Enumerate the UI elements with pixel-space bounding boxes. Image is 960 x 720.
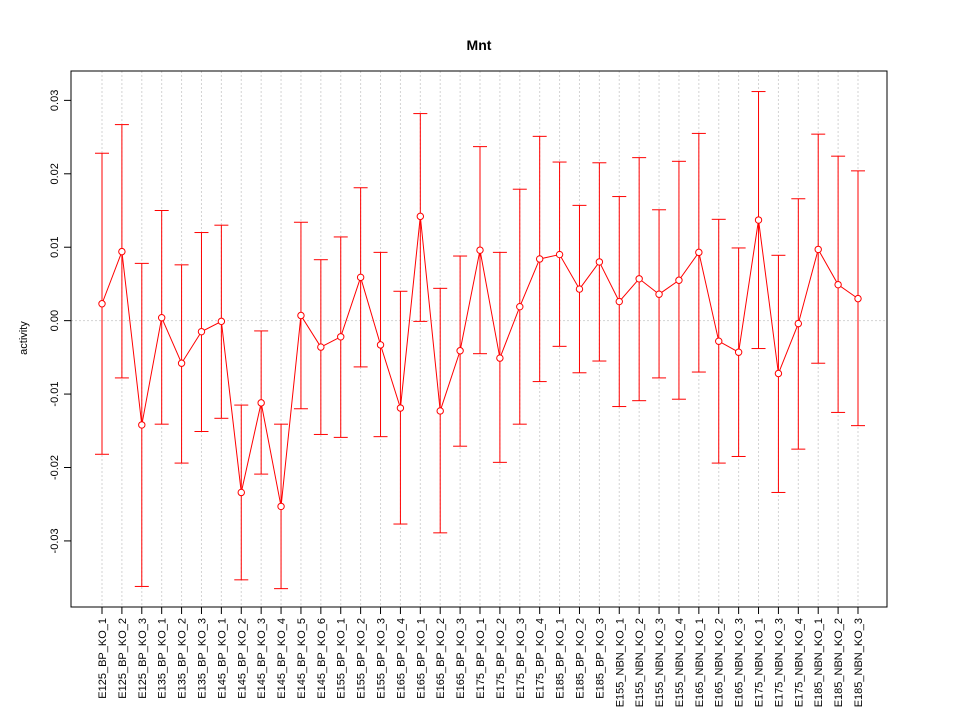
data-point — [535, 255, 544, 263]
data-point — [715, 337, 723, 345]
x-tick-label: E135_BP_KO_1 — [157, 618, 169, 699]
data-point — [516, 302, 524, 311]
y-axis-label: activity — [18, 321, 30, 355]
x-tick-label: E165_NBN_KO_3 — [734, 618, 746, 707]
y-tick-label: 0.02 — [49, 163, 61, 184]
data-point — [595, 258, 604, 266]
x-tick-label: E155_NBN_KO_1 — [614, 618, 626, 707]
y-tick-label: -0.03 — [49, 528, 61, 553]
data-point — [157, 314, 166, 322]
x-tick-label: E145_BP_KO_5 — [296, 618, 308, 699]
data-point — [177, 359, 186, 367]
data-point — [297, 311, 305, 320]
data-point — [814, 245, 822, 254]
data-point — [376, 341, 385, 349]
y-tick-label: 0.01 — [49, 237, 61, 258]
x-tick-label: E145_BP_KO_1 — [216, 618, 228, 699]
grid-lines — [71, 71, 887, 607]
x-tick-label: E175_BP_KO_4 — [535, 618, 547, 699]
data-point — [98, 300, 106, 308]
y-axis: -0.03 -0.02 -0.01 0.00 0.01 0.02 0.03 — [49, 90, 71, 553]
data-point — [456, 347, 464, 355]
data-point — [635, 275, 643, 283]
data-point — [416, 212, 425, 221]
data-point — [496, 354, 504, 362]
x-tick-label: E155_NBN_KO_4 — [674, 618, 686, 707]
x-tick-label: E145_BP_KO_3 — [256, 618, 268, 699]
data-point — [118, 247, 126, 256]
data-point — [257, 399, 265, 407]
x-tick-label: E165_NBN_KO_2 — [714, 618, 726, 707]
x-tick-label: E185_BP_KO_2 — [574, 618, 586, 699]
data-point — [138, 421, 146, 429]
data-points — [98, 212, 862, 511]
x-tick-label: E155_NBN_KO_2 — [634, 618, 646, 707]
data-point — [277, 502, 285, 511]
x-tick-label: E175_NBN_KO_1 — [754, 618, 766, 707]
x-tick-label: E185_BP_KO_3 — [594, 618, 606, 699]
data-point — [615, 297, 623, 306]
x-tick-label: E185_NBN_KO_2 — [833, 618, 845, 707]
x-axis-ticks: E125_BP_KO_1 E125_BP_KO_2 E125_BP_KO_3 E135… — [97, 607, 865, 707]
data-point — [754, 216, 763, 224]
x-tick-label: E135_BP_KO_3 — [196, 618, 208, 699]
data-point — [655, 290, 663, 298]
x-tick-label: E175_NBN_KO_4 — [793, 618, 805, 707]
data-point — [396, 404, 405, 412]
x-tick-label: E175_BP_KO_3 — [515, 618, 527, 699]
x-tick-label: E165_BP_KO_2 — [435, 618, 447, 699]
data-point — [774, 369, 783, 378]
x-tick-label: E145_BP_KO_2 — [236, 618, 248, 699]
data-point — [675, 276, 683, 284]
data-point — [217, 317, 226, 326]
data-point — [237, 488, 245, 497]
error-bars — [95, 91, 865, 590]
data-point — [854, 294, 862, 303]
data-point — [555, 250, 564, 259]
y-tick-label: 0.03 — [49, 90, 61, 111]
data-point — [337, 333, 345, 341]
x-tick-label: E165_BP_KO_4 — [395, 618, 407, 699]
x-tick-label: E165_NBN_KO_1 — [694, 618, 706, 707]
x-tick-label: E185_NBN_KO_3 — [853, 618, 865, 707]
x-tick-label: E125_BP_KO_1 — [97, 618, 109, 699]
data-point — [197, 327, 206, 336]
x-tick-label: E185_BP_KO_1 — [555, 618, 567, 699]
x-tick-label: E145_BP_KO_6 — [316, 618, 328, 699]
x-tick-label: E175_BP_KO_2 — [495, 618, 507, 699]
x-tick-label: E175_NBN_KO_3 — [773, 618, 785, 707]
x-tick-label: E135_BP_KO_2 — [177, 618, 189, 699]
x-tick-label: E155_BP_KO_1 — [336, 618, 348, 699]
plot-frame — [70, 70, 888, 608]
data-point — [356, 273, 365, 282]
data-point — [436, 407, 444, 415]
x-tick-label: E175_BP_KO_1 — [475, 618, 487, 699]
chart-title: Mnt — [467, 37, 492, 53]
x-tick-label: E155_NBN_KO_3 — [654, 618, 666, 707]
x-tick-label: E165_BP_KO_1 — [415, 618, 427, 699]
x-tick-label: E155_BP_KO_3 — [376, 618, 388, 699]
data-point — [834, 280, 842, 289]
data-point — [476, 246, 484, 254]
x-tick-label: E155_BP_KO_2 — [356, 618, 368, 699]
data-point — [695, 248, 703, 257]
y-tick-label: 0.00 — [49, 310, 61, 331]
x-tick-label: E125_BP_KO_2 — [117, 618, 129, 699]
y-tick-label: -0.01 — [49, 382, 61, 407]
x-tick-label: E165_BP_KO_3 — [455, 618, 467, 699]
x-tick-label: E125_BP_KO_3 — [137, 618, 149, 699]
data-point — [575, 285, 584, 293]
data-point — [734, 348, 743, 356]
x-tick-label: E145_BP_KO_4 — [276, 618, 288, 699]
data-point — [317, 343, 325, 351]
x-tick-label: E185_NBN_KO_1 — [813, 618, 825, 707]
data-point — [794, 319, 803, 328]
y-tick-label: -0.02 — [49, 455, 61, 480]
